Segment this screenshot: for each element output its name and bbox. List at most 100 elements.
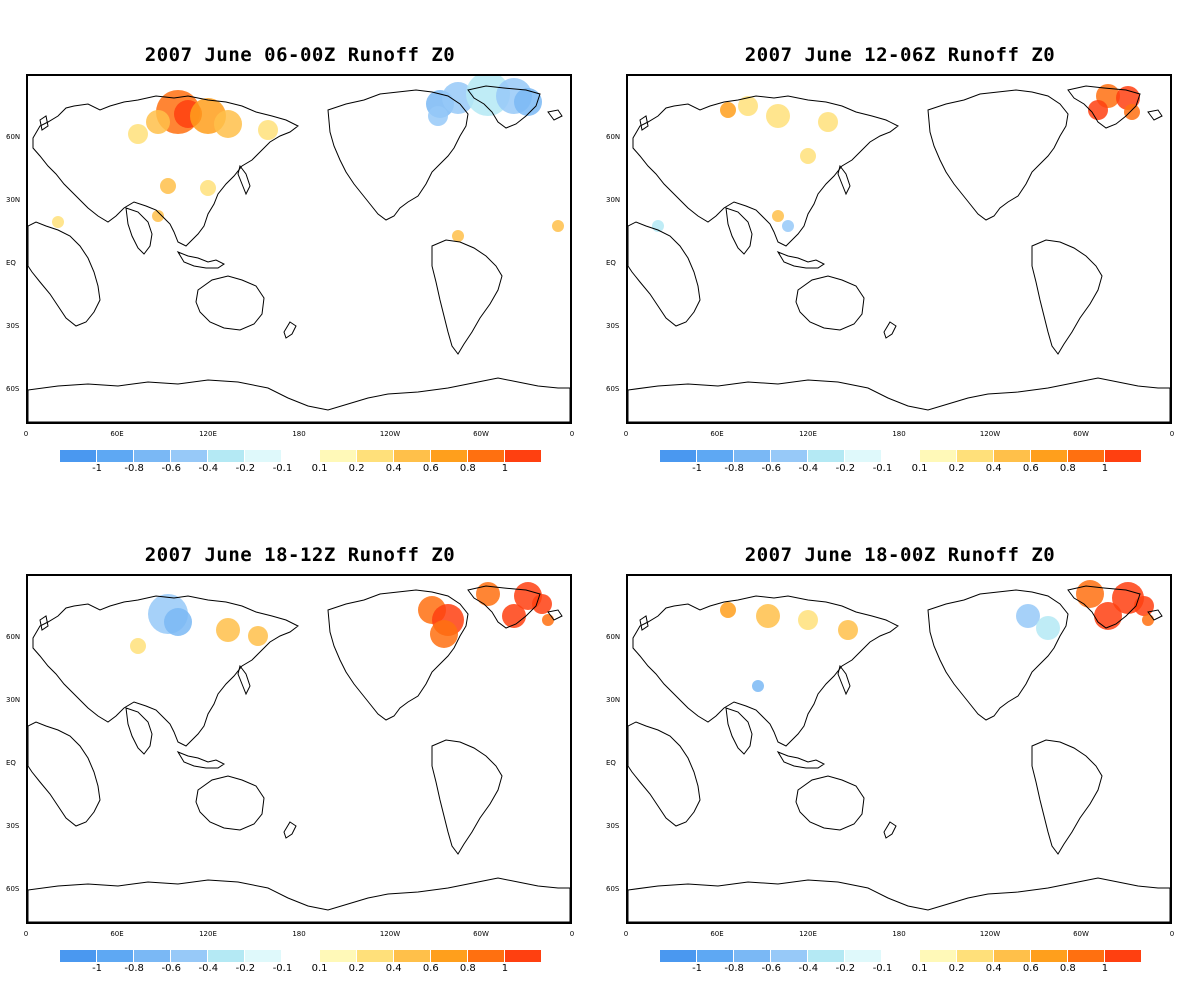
colorbar-swatch — [1067, 950, 1104, 962]
colorbar-swatch — [430, 450, 467, 462]
colorbar-tick-label: -0.6 — [761, 463, 781, 474]
colorbar-tick-label: 0.1 — [911, 463, 928, 474]
coastline — [795, 775, 865, 831]
latitude-tick-label: EQ — [6, 759, 16, 767]
map-plot-area — [26, 74, 572, 424]
map-plot-area — [626, 574, 1172, 924]
colorbar-swatch — [504, 950, 541, 962]
colorbar-tick-label: 0.4 — [385, 463, 402, 474]
colorbar-swatch — [660, 450, 697, 462]
colorbar-swatch — [1067, 450, 1104, 462]
runoff-anomaly-patch — [1094, 602, 1122, 630]
coastline — [28, 377, 570, 422]
longitude-tick-label: 180 — [292, 930, 306, 938]
colorbar-tick-label: 1 — [1101, 963, 1109, 974]
coastline — [28, 721, 101, 827]
colorbar-swatch — [134, 950, 171, 962]
runoff-anomaly-patch — [52, 216, 64, 228]
coastline — [837, 164, 851, 196]
colorbar-swatch — [60, 450, 97, 462]
colorbar-tick-label: 0.2 — [348, 463, 365, 474]
colorbar-swatch — [245, 450, 282, 462]
latitude-tick-label: 60N — [6, 133, 21, 141]
colorbar-tick-label: -1 — [92, 963, 103, 974]
runoff-anomaly-patch — [756, 604, 780, 628]
coastline — [195, 275, 265, 331]
runoff-anomaly-patch — [452, 230, 464, 242]
colorbar-tick-label: -0.4 — [798, 963, 819, 974]
colorbar-swatch — [97, 450, 134, 462]
colorbar-tick-label: 0.4 — [985, 463, 1002, 474]
coastline — [883, 821, 897, 839]
coastline — [1031, 239, 1103, 355]
colorbar-tick-label: -0.2 — [235, 963, 256, 974]
colorbar-tick-label: 1 — [501, 463, 509, 474]
runoff-anomaly-patch — [160, 178, 176, 194]
colorbar-swatch — [208, 950, 245, 962]
runoff-anomaly-patch — [720, 602, 736, 618]
latitude-tick-label: EQ — [6, 259, 16, 267]
colorbar-swatch — [430, 950, 467, 962]
latitude-tick-label: 60S — [6, 385, 20, 393]
coastline — [1031, 739, 1103, 855]
coastline — [39, 615, 49, 631]
colorbar-swatch — [734, 950, 771, 962]
runoff-anomaly-patch — [128, 124, 148, 144]
coastline — [32, 595, 299, 747]
map-panel-4: 2007 June 18-00Z Runoff Z0 60N 30N EQ 30S 60… — [600, 500, 1200, 1000]
colorbar-swatch — [393, 450, 430, 462]
colorbar-swatch — [808, 950, 845, 962]
longitude-tick-label: 0 — [23, 430, 29, 438]
runoff-anomaly-patch — [800, 148, 816, 164]
latitude-tick-label: 30S — [6, 322, 20, 330]
colorbar-swatch — [697, 450, 734, 462]
runoff-anomaly-patch — [1016, 604, 1040, 628]
colorbar-swatch — [697, 950, 734, 962]
colorbar-tick-label: 0.8 — [459, 463, 476, 474]
colorbar-tick-label: 0.6 — [422, 963, 439, 974]
colorbar-tick-label: -0.6 — [161, 463, 181, 474]
coastline — [28, 877, 570, 922]
longitude-tick-label: 60E — [710, 430, 724, 438]
coastline — [1147, 609, 1163, 621]
coastline — [632, 595, 899, 747]
runoff-anomaly-patch — [1142, 614, 1154, 626]
map-plot-area — [626, 74, 1172, 424]
colorbar-tick-label: 0.1 — [311, 963, 328, 974]
runoff-anomaly-patch — [248, 626, 268, 646]
longitude-tick-label: 120W — [379, 430, 401, 438]
colorbar-swatch — [134, 450, 171, 462]
colorbar-swatch — [845, 950, 882, 962]
map-panel-2: 2007 June 12-06Z Runoff Z0 60N 30N EQ 30S 60… — [600, 0, 1200, 500]
longitude-tick-label: 0 — [623, 930, 629, 938]
runoff-anomaly-patch — [838, 620, 858, 640]
colorbar-swatch — [919, 950, 956, 962]
longitude-tick-label: 60E — [710, 930, 724, 938]
coastline — [837, 664, 851, 696]
runoff-anomaly-patch — [1036, 616, 1060, 640]
latitude-tick-label: EQ — [606, 759, 616, 767]
colorbar-swatch — [356, 450, 393, 462]
runoff-anomaly-patch — [466, 76, 510, 116]
runoff-anomaly-patch — [130, 638, 146, 654]
latitude-tick-label: 60N — [6, 633, 21, 641]
colorbar-swatch — [993, 450, 1030, 462]
runoff-anomaly-patch — [146, 110, 170, 134]
colorbar-swatch — [734, 450, 771, 462]
colorbar-tick-label: 0.1 — [911, 963, 928, 974]
colorbar-swatch — [208, 450, 245, 462]
runoff-anomaly-patch — [216, 618, 240, 642]
colorbar-swatch — [882, 450, 919, 462]
colorbar-tick-label: 0.6 — [1022, 463, 1039, 474]
colorbar-tick-label: -0.1 — [272, 963, 293, 974]
coastline — [176, 250, 225, 269]
panel-title: 2007 June 18-00Z Runoff Z0 — [744, 544, 1056, 566]
colorbar-swatch — [467, 450, 504, 462]
colorbar-swatch — [771, 450, 808, 462]
colorbar-tick-label: -0.2 — [835, 963, 856, 974]
longitude-tick-label: 120W — [979, 430, 1001, 438]
coastline — [927, 89, 1069, 221]
latitude-tick-label: 30N — [6, 696, 21, 704]
longitude-tick-label: 120W — [379, 930, 401, 938]
colorbar-tick-label: 1 — [501, 963, 509, 974]
